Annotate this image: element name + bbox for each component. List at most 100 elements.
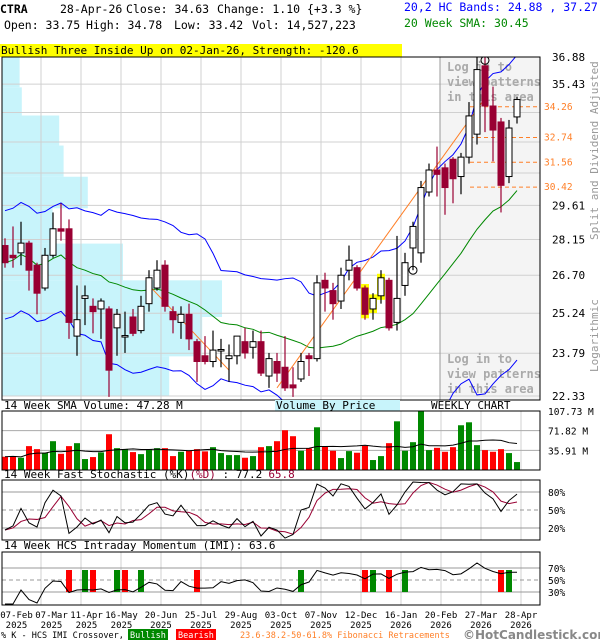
candle-body — [225, 355, 233, 360]
bullish-crossover-marker — [298, 570, 304, 592]
volume-bar — [66, 446, 72, 470]
volume-tick-label: 71.82 M — [548, 427, 588, 438]
login-line[interactable]: Log in to — [447, 352, 512, 366]
bearish-crossover-marker — [386, 570, 392, 592]
candle-body — [289, 384, 297, 389]
bullish-crossover-marker — [402, 570, 408, 592]
volume-panel: 107.73 M 71.82 M 35.91 M — [2, 407, 594, 470]
volume-bar — [90, 457, 96, 470]
bearish-candle — [385, 277, 393, 331]
bullish-candle — [73, 285, 81, 356]
fibonacci-legend: 23.6-38.2-50-61.8% Fibonacci Retracement… — [240, 631, 450, 640]
bullish-candle — [97, 298, 105, 339]
bearish-candle — [201, 336, 209, 365]
stochastic-tick-label: 50% — [548, 506, 565, 517]
date-tick-year: 2026 — [470, 621, 492, 631]
volume-bar — [42, 452, 48, 470]
vbp-title: Volume By Price — [276, 399, 375, 412]
legend: % K - HCS IMI Crossover, Bullish Bearish… — [1, 628, 600, 640]
bullish-crossover-marker — [138, 570, 144, 592]
volume-bar — [498, 449, 504, 470]
login-overlay-top[interactable]: Log in to view patterns in this area — [447, 60, 541, 104]
date-tick-label: 25-Jul — [185, 611, 218, 621]
volume-bar — [202, 451, 208, 470]
scale-label: Logarithmic — [588, 299, 600, 372]
date-tick-label: 07-Nov — [305, 611, 338, 621]
price-tick-label: 28.15 — [552, 234, 585, 247]
volume-bar — [290, 436, 296, 470]
volume-panel-border — [1, 410, 541, 471]
login-line[interactable]: view patterns — [447, 367, 541, 381]
candle-body — [513, 99, 521, 118]
volume-bar — [234, 455, 240, 470]
bullish-candle — [17, 221, 25, 266]
imi-title: 14 Week HCS Intraday Momentum (IMI): 63.… — [4, 539, 276, 552]
candle-body — [409, 225, 417, 249]
pattern-banner-bg — [0, 44, 402, 57]
login-line[interactable]: view patterns — [447, 75, 541, 89]
copyright[interactable]: ©HotCandlestick.com — [463, 628, 600, 640]
volume-bar — [474, 445, 480, 470]
bearish-candle — [9, 226, 17, 268]
imi-line — [5, 562, 518, 605]
bearish-candle — [25, 240, 33, 291]
bearish-candle — [89, 298, 97, 334]
candle-body — [313, 282, 321, 360]
date-tick-year: 2025 — [270, 621, 292, 631]
volume-bar — [466, 422, 472, 470]
date-tick-label: 16-May — [105, 611, 138, 621]
bullish-crossover-marker — [370, 570, 376, 592]
pattern-banner[interactable]: Bullish Three Inside Up on 02-Jan-26, St… — [1, 44, 359, 57]
volume-bar — [338, 458, 344, 470]
imi-tick-label: 50% — [548, 576, 565, 587]
bullish-candle — [297, 352, 305, 382]
bullish-candle — [49, 212, 57, 258]
login-overlay-bottom[interactable]: Log in to view patterns in this area — [447, 352, 541, 396]
candle-body — [489, 105, 497, 131]
volume-bar — [506, 453, 512, 470]
candle-body — [89, 305, 97, 313]
date-tick-year: 2025 — [111, 621, 133, 631]
bullish-candle — [233, 335, 241, 365]
volume-bar — [170, 456, 176, 470]
stochastic-k-label: 14 Week Fast Stochastic (%K) — [4, 468, 189, 481]
candle-body — [249, 341, 257, 348]
bullish-candle — [457, 152, 465, 195]
stochastic-k-value: 77.2 — [236, 468, 263, 481]
volume-bar — [434, 447, 440, 470]
candle-body — [305, 355, 313, 360]
login-line[interactable]: in this area — [447, 382, 534, 396]
vbp-bar — [2, 316, 203, 357]
bullish-candle — [473, 57, 481, 145]
bullish-crossover-marker — [114, 570, 120, 592]
quote-date: 28-Apr-26 — [60, 2, 122, 16]
bullish-candle — [249, 330, 257, 359]
candle-body — [241, 341, 249, 354]
candle-body — [345, 259, 353, 271]
bearish-candle — [65, 219, 73, 339]
bearish-candle — [481, 57, 489, 133]
candle-body — [361, 287, 369, 315]
bullish-candle — [465, 102, 473, 164]
login-line[interactable]: Log in to — [447, 60, 512, 74]
candle-body — [33, 264, 41, 294]
pattern-marker — [480, 57, 490, 65]
stochastic-k-line — [4, 481, 518, 539]
candle-body — [57, 228, 65, 232]
login-line[interactable]: in this area — [447, 90, 534, 104]
volume-bar — [194, 449, 200, 470]
volume-bar — [58, 453, 64, 470]
candle-body — [177, 313, 185, 323]
volume-bar — [514, 462, 520, 470]
candle-body — [329, 290, 337, 305]
price-tick-label: 22.33 — [552, 390, 585, 403]
open-value: Open: 33.75 — [4, 18, 80, 32]
date-tick-label: 20-Feb — [425, 611, 458, 621]
bearish-candle — [241, 327, 249, 359]
stochastic-panel-border — [1, 479, 541, 541]
vbp-title-bg — [275, 400, 400, 411]
candle-body — [281, 366, 289, 389]
candle-body — [65, 228, 73, 323]
candle-body — [353, 267, 361, 289]
candle-body — [113, 313, 121, 329]
